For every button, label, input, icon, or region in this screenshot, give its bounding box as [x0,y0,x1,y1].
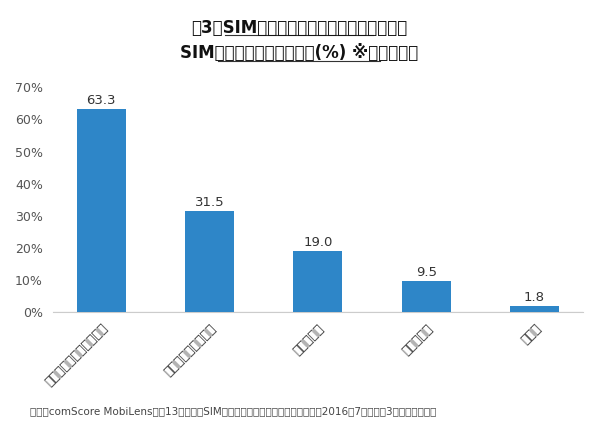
Text: 9.5: 9.5 [416,266,437,279]
Text: 図3：SIMフリーのスマートフォン使用者が: 図3：SIMフリーのスマートフォン使用者が [191,19,407,37]
Bar [510,306,559,312]
Bar [185,211,234,312]
Text: 31.5: 31.5 [195,196,224,209]
Text: 1.8: 1.8 [524,291,545,304]
Bar [294,251,342,312]
Text: 19.0: 19.0 [303,236,332,249]
Text: 出典：comScore MobiLens、全13歳以上のSIMフリーのスマートフォンユーザー、2016年7月までの3ヶ月平均、日本: 出典：comScore MobiLens、全13歳以上のSIMフリーのスマートフ… [30,406,437,416]
Bar [77,109,126,312]
Bar [402,281,450,312]
Text: 63.3: 63.3 [87,93,116,107]
Text: SIMフリー携帯を持つ理由(%) ※複数回答可: SIMフリー携帯を持つ理由(%) ※複数回答可 [180,44,418,62]
